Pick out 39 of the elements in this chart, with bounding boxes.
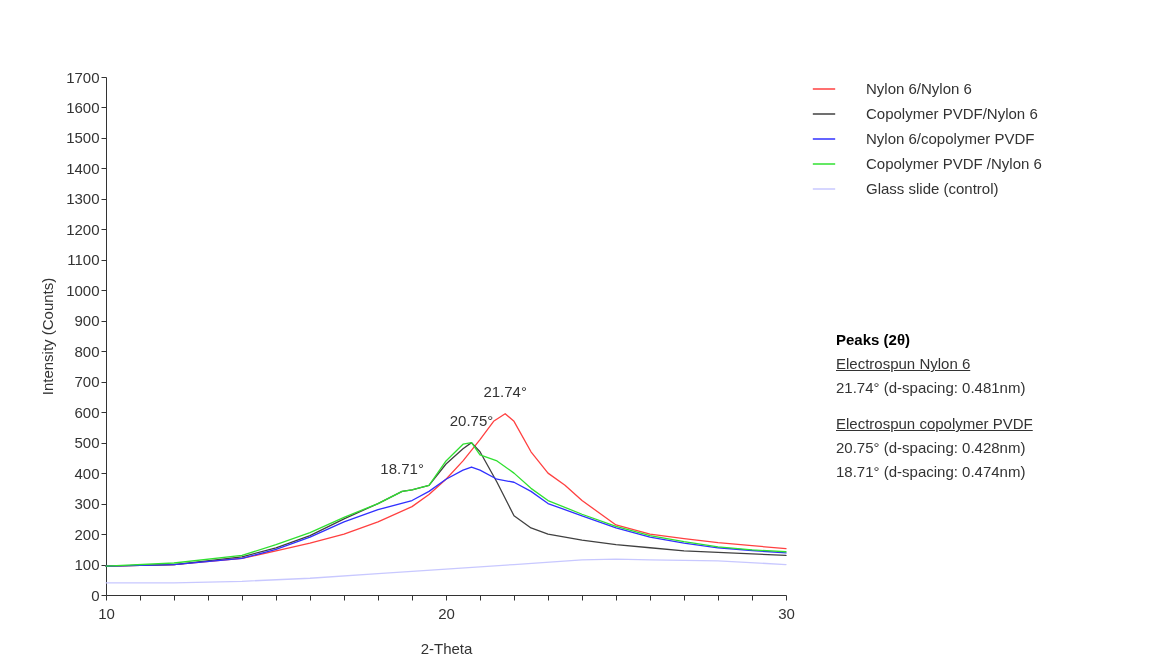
line-series [105, 558, 787, 584]
text: 18.71° (d-spacing: 0.474nm) [836, 462, 1027, 482]
annotation: 20.75° [449, 411, 494, 429]
x-tick-label: 20 [438, 604, 455, 622]
y-tick-label: 500 [74, 434, 100, 452]
x-tick-label: 30 [778, 604, 795, 622]
text: 20.75° (d-spacing: 0.428nm) [836, 438, 1027, 458]
y-tick-label: 400 [74, 464, 100, 482]
line-series [105, 442, 787, 567]
y-tick-label: 700 [74, 373, 100, 391]
legend-label: Nylon 6/Nylon 6 [866, 80, 972, 97]
x-tick-label: 10 [98, 604, 115, 622]
annotation: 21.74° [483, 382, 527, 400]
y-tick-label: 1300 [66, 190, 100, 208]
text: Electrospun Nylon 6 [836, 354, 972, 374]
legend-label: Nylon 6/copolymer PVDF [866, 130, 1035, 147]
y-tick-label: 200 [74, 525, 100, 543]
y-tick-label: 1700 [66, 68, 100, 86]
annotation: 18.71° [380, 460, 424, 478]
legend-label: Copolymer PVDF /Nylon 6 [866, 155, 1042, 172]
y-tick-label: 800 [74, 342, 100, 360]
y-tick-label: 1400 [66, 159, 100, 177]
y-tick-label: 1000 [66, 281, 100, 299]
text: 21.74° (d-spacing: 0.481nm) [836, 378, 1027, 398]
y-tick-label: 1100 [67, 251, 100, 269]
y-tick-label: 0 [91, 586, 100, 604]
y-tick-label: 1200 [66, 220, 100, 238]
text: Peaks (2θ) [836, 330, 911, 350]
y-tick-label: 300 [74, 495, 100, 513]
text: Electrospun copolymer PVDF [836, 414, 1033, 434]
x-axis-title: 2-Theta [420, 639, 473, 657]
y-tick-label: 100 [74, 556, 100, 574]
y-tick-label: 900 [74, 312, 100, 330]
y-tick-label: 1500 [66, 129, 100, 147]
legend-label: Copolymer PVDF/Nylon 6 [866, 105, 1038, 122]
y-tick-label: 1600 [66, 98, 100, 116]
legend-label: Glass slide (control) [866, 180, 999, 197]
y-tick-label: 600 [74, 403, 100, 421]
y-axis-title: Intensity (Counts) [39, 277, 57, 396]
